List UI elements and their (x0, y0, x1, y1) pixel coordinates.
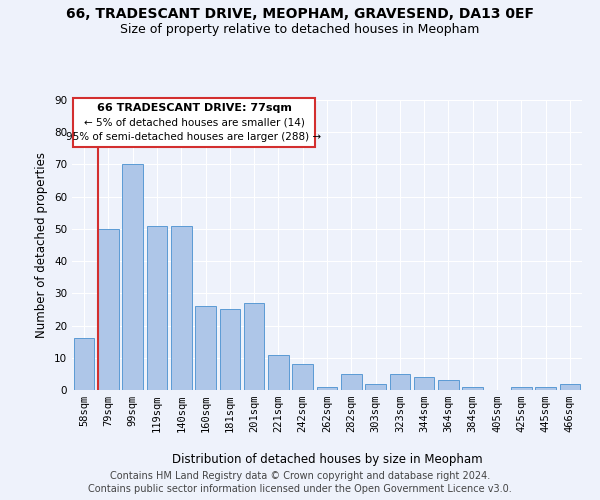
Bar (365, 384, 386, 390)
Bar (535, 387, 556, 390)
Bar (292, 364, 313, 390)
Bar (74, 338, 94, 390)
Bar (438, 380, 459, 390)
Bar (220, 310, 240, 390)
Bar (122, 164, 143, 390)
Bar (511, 387, 532, 390)
Bar (560, 384, 580, 390)
Bar (146, 226, 167, 390)
Bar (414, 377, 434, 390)
Bar (463, 387, 483, 390)
Text: ← 5% of detached houses are smaller (14): ← 5% of detached houses are smaller (14) (83, 118, 304, 128)
Bar (195, 306, 216, 390)
Bar (341, 374, 362, 390)
Text: Distribution of detached houses by size in Meopham: Distribution of detached houses by size … (172, 452, 482, 466)
Bar (268, 354, 289, 390)
Text: 95% of semi-detached houses are larger (288) →: 95% of semi-detached houses are larger (… (67, 132, 322, 142)
Bar (317, 387, 337, 390)
Bar (389, 374, 410, 390)
Text: Contains HM Land Registry data © Crown copyright and database right 2024.: Contains HM Land Registry data © Crown c… (110, 471, 490, 481)
Text: 66 TRADESCANT DRIVE: 77sqm: 66 TRADESCANT DRIVE: 77sqm (97, 103, 292, 113)
Text: Size of property relative to detached houses in Meopham: Size of property relative to detached ho… (121, 22, 479, 36)
Bar (171, 226, 191, 390)
Bar (98, 229, 119, 390)
Y-axis label: Number of detached properties: Number of detached properties (35, 152, 49, 338)
Bar (244, 303, 265, 390)
Text: 66, TRADESCANT DRIVE, MEOPHAM, GRAVESEND, DA13 0EF: 66, TRADESCANT DRIVE, MEOPHAM, GRAVESEND… (66, 8, 534, 22)
Text: Contains public sector information licensed under the Open Government Licence v3: Contains public sector information licen… (88, 484, 512, 494)
